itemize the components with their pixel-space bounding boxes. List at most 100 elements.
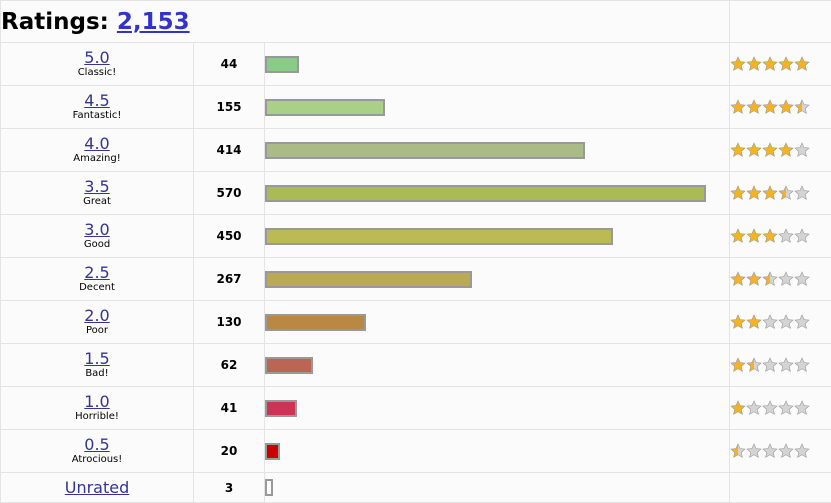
total-ratings-link[interactable]: 2,153: [117, 9, 190, 35]
rating-score-link[interactable]: 3.0: [1, 221, 193, 238]
star-rating: [730, 142, 831, 158]
star-full-icon: [794, 56, 810, 72]
rating-bar: [265, 185, 706, 202]
star-empty-icon: [778, 271, 794, 287]
star-half-icon: [778, 185, 794, 201]
star-rating: [730, 271, 831, 287]
star-empty-icon: [794, 271, 810, 287]
star-full-icon: [762, 142, 778, 158]
star-half-icon: [746, 357, 762, 373]
star-full-icon: [762, 185, 778, 201]
rating-bar-cell: [265, 172, 730, 215]
rating-bar-cell: [265, 86, 730, 129]
star-full-icon: [730, 357, 746, 373]
star-empty-icon: [794, 185, 810, 201]
star-rating: [730, 56, 831, 72]
rating-bar-cell: [265, 430, 730, 473]
rating-bar-cell: [265, 215, 730, 258]
rating-bar: [265, 400, 297, 417]
rating-score-link[interactable]: 4.0: [1, 135, 193, 152]
unrated-count: 3: [194, 473, 265, 503]
unrated-cell: Unrated: [1, 473, 194, 503]
star-full-icon: [762, 56, 778, 72]
rating-count: 267: [194, 258, 265, 301]
star-empty-icon: [794, 443, 810, 459]
rating-score-link[interactable]: 2.5: [1, 264, 193, 281]
rating-bar: [265, 443, 280, 460]
rating-bar: [265, 99, 385, 116]
rating-label: Decent: [1, 281, 193, 294]
star-empty-icon: [778, 228, 794, 244]
star-full-icon: [762, 99, 778, 115]
rating-score-link[interactable]: 3.5: [1, 178, 193, 195]
star-empty-icon: [762, 443, 778, 459]
star-full-icon: [746, 56, 762, 72]
rating-count: 44: [194, 43, 265, 86]
star-full-icon: [778, 142, 794, 158]
star-full-icon: [730, 185, 746, 201]
rating-count: 130: [194, 301, 265, 344]
rating-count: 570: [194, 172, 265, 215]
rating-label: Classic!: [1, 66, 193, 79]
unrated-bar: [265, 479, 273, 496]
star-half-icon: [730, 443, 746, 459]
rating-stars-cell: [730, 129, 831, 172]
rating-score-link[interactable]: 0.5: [1, 436, 193, 453]
rating-bar-cell: [265, 129, 730, 172]
rating-bar: [265, 357, 313, 374]
star-half-icon: [794, 99, 810, 115]
star-full-icon: [730, 400, 746, 416]
rating-stars-cell: [730, 215, 831, 258]
star-empty-icon: [746, 443, 762, 459]
star-rating: [730, 228, 831, 244]
unrated-empty-cell: [730, 473, 831, 503]
rating-count: 41: [194, 387, 265, 430]
rating-stars-cell: [730, 86, 831, 129]
star-empty-icon: [794, 228, 810, 244]
ratings-heading: Ratings: 2,153: [1, 9, 190, 35]
rating-label: Poor: [1, 324, 193, 337]
rating-bar-cell: [265, 387, 730, 430]
star-empty-icon: [778, 314, 794, 330]
star-full-icon: [730, 56, 746, 72]
rating-score-link[interactable]: 1.0: [1, 393, 193, 410]
star-full-icon: [746, 185, 762, 201]
star-full-icon: [778, 99, 794, 115]
star-full-icon: [730, 142, 746, 158]
star-empty-icon: [794, 400, 810, 416]
rating-label: Bad!: [1, 367, 193, 380]
rating-score-link[interactable]: 2.0: [1, 307, 193, 324]
star-full-icon: [762, 228, 778, 244]
ratings-header-row: Ratings: 2,153: [1, 1, 831, 43]
star-rating: [730, 99, 831, 115]
star-full-icon: [778, 56, 794, 72]
rating-count: 155: [194, 86, 265, 129]
rating-score-link[interactable]: 4.5: [1, 92, 193, 109]
rating-score-link[interactable]: 5.0: [1, 49, 193, 66]
star-empty-icon: [762, 400, 778, 416]
star-empty-icon: [746, 400, 762, 416]
star-empty-icon: [778, 357, 794, 373]
star-full-icon: [746, 228, 762, 244]
rating-score-link[interactable]: 1.5: [1, 350, 193, 367]
rating-bar-cell: [265, 301, 730, 344]
rating-bar: [265, 271, 472, 288]
star-full-icon: [746, 99, 762, 115]
rating-count: 450: [194, 215, 265, 258]
unrated-link[interactable]: Unrated: [1, 479, 193, 496]
rating-stars-cell: [730, 387, 831, 430]
rating-stars-cell: [730, 258, 831, 301]
